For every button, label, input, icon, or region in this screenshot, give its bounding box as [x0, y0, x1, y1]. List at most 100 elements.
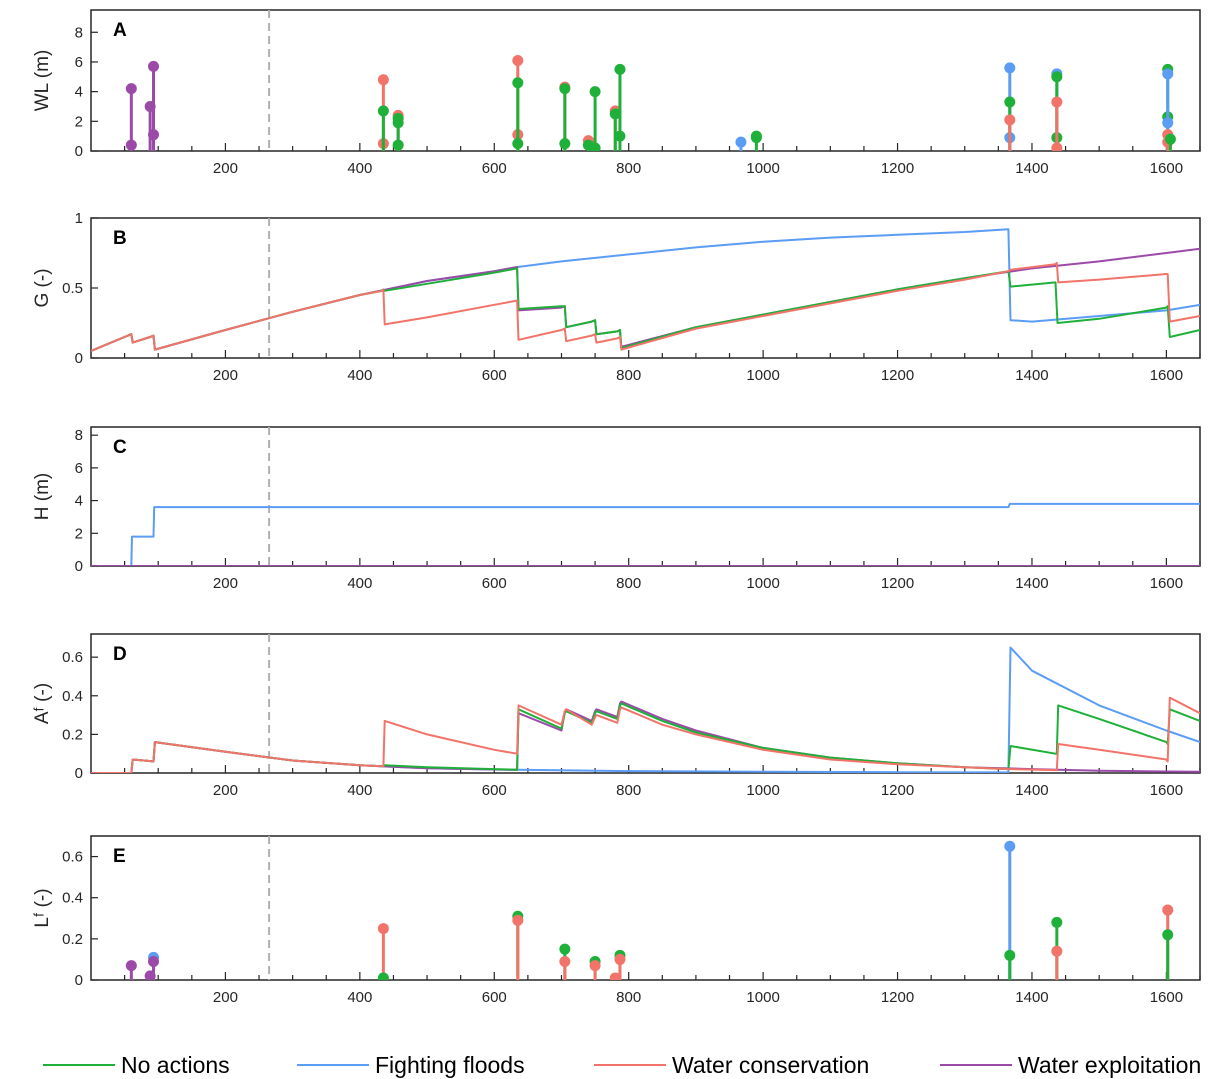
stem-marker [1051, 71, 1063, 83]
x-tick-label: 1000 [746, 575, 779, 592]
y-tick-label: 0 [75, 765, 83, 782]
y-axis-label: G (-) [32, 268, 53, 307]
y-tick-label: 2 [75, 113, 83, 130]
y-tick-label: 6 [75, 54, 83, 71]
x-tick-label: 200 [213, 989, 238, 1006]
stem-marker [1004, 96, 1016, 108]
x-tick-label: 1000 [746, 989, 779, 1006]
stem-marker [377, 972, 389, 980]
stem-marker [609, 972, 621, 980]
stem-marker [589, 142, 601, 151]
stem-marker [609, 108, 621, 120]
x-tick-label: 400 [347, 160, 372, 177]
panel-A: 200 400 600 800 1000 1200 1400 1600 0 2 4 6 8 WL (m) A [32, 9, 1201, 177]
x-tick-label: 1400 [1015, 575, 1048, 592]
x-tick-label: 1400 [1015, 160, 1048, 177]
x-tick-label: 800 [616, 160, 641, 177]
stem-marker [589, 86, 601, 98]
x-tick-label: 200 [213, 160, 238, 177]
x-tick-label: 1600 [1150, 989, 1183, 1006]
data-layer [125, 840, 1174, 980]
stem-marker [392, 139, 404, 151]
legend-item-no-actions: No actions [43, 1052, 230, 1078]
legend-label: Fighting floods [375, 1052, 525, 1078]
stem-marker [1051, 945, 1063, 957]
y-tick-label: 0 [75, 972, 83, 989]
panel-letter: C [113, 437, 127, 458]
x-tick-label: 200 [213, 367, 238, 384]
y-axis-label: Aᶠ (-) [32, 683, 53, 724]
data-layer [91, 228, 1200, 352]
legend: No actions Fighting floods Water conservat… [43, 1052, 1201, 1078]
x-tick-label: 1000 [746, 367, 779, 384]
panel-frame [90, 426, 1201, 567]
x-tick-label: 600 [482, 160, 507, 177]
x-tick-label: 600 [482, 575, 507, 592]
y-tick-label: 0.2 [62, 726, 83, 743]
x-tick-label: 400 [347, 367, 372, 384]
stem-marker [512, 54, 524, 66]
stem-marker [148, 955, 160, 967]
x-tick-label: 200 [213, 575, 238, 592]
y-tick-label: 0 [75, 558, 83, 575]
series-line-no-actions [91, 702, 1200, 773]
panel-E: 200 400 600 800 1000 1200 1400 1600 0 0.2 0.4 0.6 Lᶠ… [32, 835, 1201, 1006]
data-layer [91, 646, 1200, 773]
legend-label: No actions [121, 1052, 230, 1078]
stem-marker [1162, 904, 1174, 916]
x-tick-label: 800 [616, 575, 641, 592]
series-line-water-exploitation [91, 700, 1200, 773]
stem-marker [559, 943, 571, 955]
stem-marker [125, 83, 137, 95]
stem-marker [1004, 840, 1016, 852]
y-axis-label: WL (m) [32, 50, 53, 112]
stem-marker [1164, 133, 1176, 145]
panel-D: 200 400 600 800 1000 1200 1400 1600 0 0.2 0.4 0.6 Aᶠ… [32, 633, 1201, 799]
panel-frame [90, 217, 1201, 359]
stem-marker [512, 77, 524, 89]
panel-C: 200 400 600 800 1000 1200 1400 1600 0 2 4 6 8 H (m) C [32, 426, 1201, 592]
stem-marker [1004, 114, 1016, 126]
x-tick-label: 1400 [1015, 782, 1048, 799]
y-axis-label: H (m) [32, 473, 53, 520]
x-tick-label: 1200 [881, 575, 914, 592]
stem-marker [1004, 62, 1016, 74]
data-layer [125, 54, 1176, 151]
x-tick-label: 800 [616, 367, 641, 384]
x-tick-label: 1600 [1150, 782, 1183, 799]
panel-frame [90, 633, 1201, 774]
x-tick-label: 1600 [1150, 160, 1183, 177]
legend-item-fighting-floods: Fighting floods [297, 1052, 525, 1078]
panel-frame [90, 835, 1201, 981]
panel-letter: A [113, 20, 127, 41]
series-line-fighting-floods [91, 646, 1200, 773]
x-tick-label: 1400 [1015, 367, 1048, 384]
stem-marker [750, 132, 762, 144]
stem-marker [512, 138, 524, 150]
x-tick-label: 400 [347, 575, 372, 592]
stem-marker [1162, 68, 1174, 80]
series-line-water-exploitation [91, 247, 1200, 352]
y-tick-label: 0.2 [62, 931, 83, 948]
x-tick-label: 600 [482, 782, 507, 799]
y-axis-label: Lᶠ (-) [32, 888, 53, 927]
stem-marker [614, 953, 626, 965]
panel-letter: E [113, 846, 126, 867]
stem-marker [125, 960, 137, 972]
stem-marker [735, 136, 747, 148]
panel-frame [90, 9, 1201, 152]
x-tick-label: 1200 [881, 782, 914, 799]
stem-marker [377, 74, 389, 86]
y-tick-label: 6 [75, 460, 83, 477]
stem-marker [559, 955, 571, 967]
y-tick-label: 4 [75, 493, 83, 510]
x-tick-label: 1000 [746, 160, 779, 177]
stem-marker [559, 83, 571, 95]
stem-marker [377, 923, 389, 935]
stem-marker [1051, 142, 1063, 151]
x-tick-label: 1200 [881, 989, 914, 1006]
stem-marker [614, 63, 626, 75]
series-line-fighting-floods [91, 228, 1200, 352]
x-tick-label: 400 [347, 989, 372, 1006]
stem-marker [1004, 949, 1016, 961]
